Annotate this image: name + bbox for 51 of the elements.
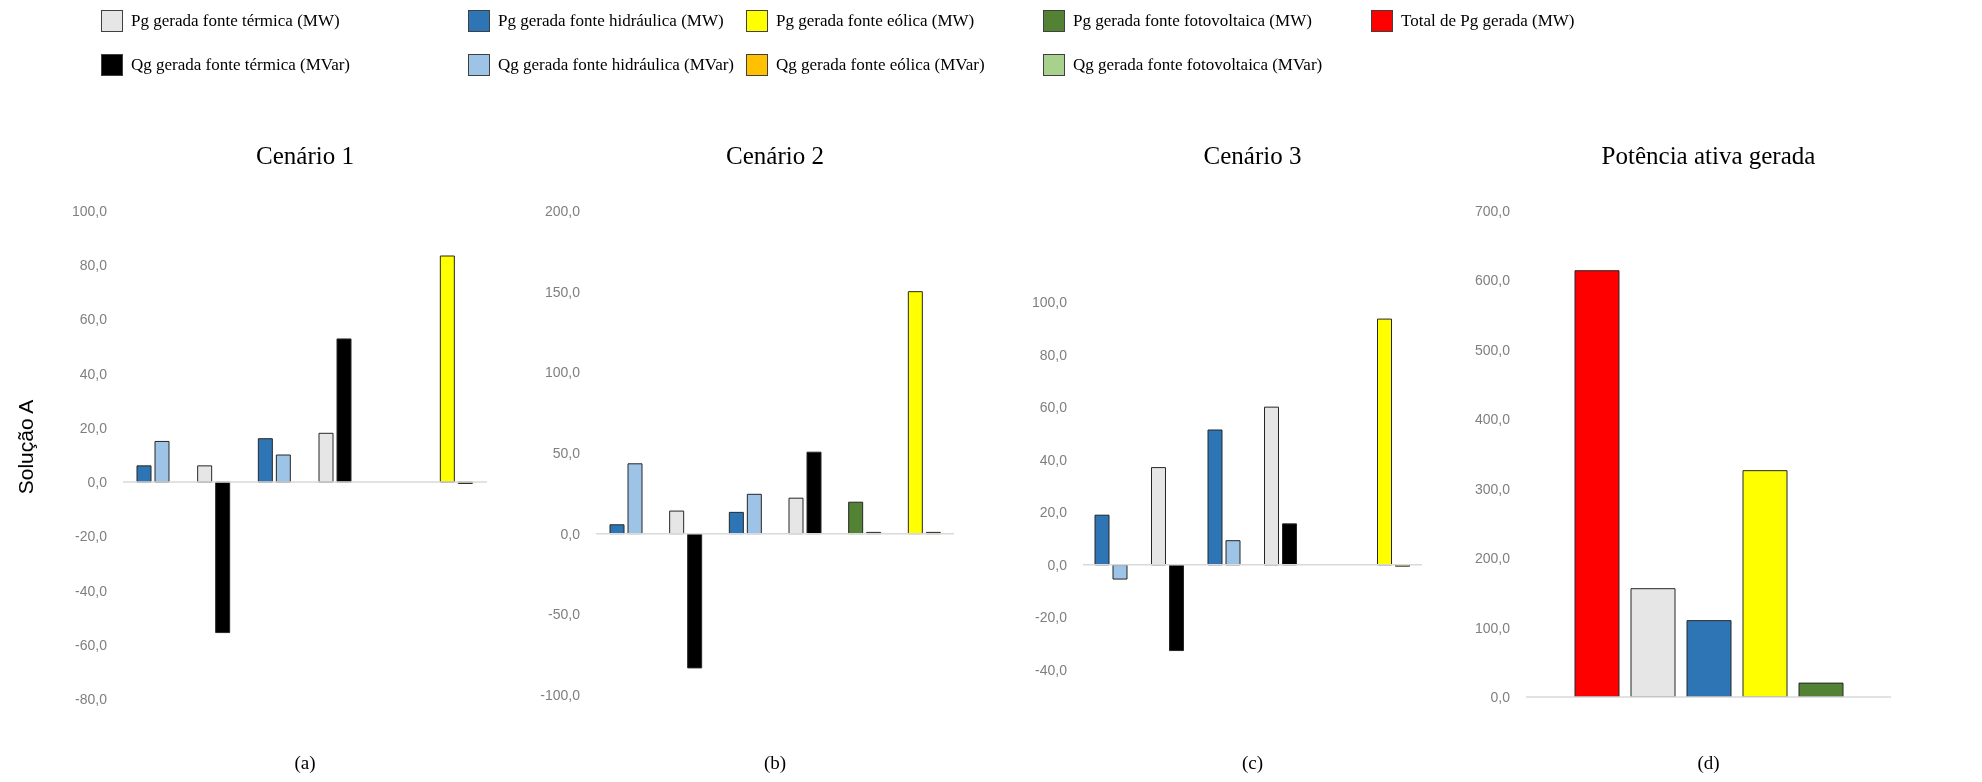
y-tick-label: 50,0 <box>552 444 581 461</box>
y-tick-label: 60,0 <box>1039 399 1068 416</box>
x-axis-title: (b) <box>762 752 788 774</box>
y-tick-label: 400,0 <box>1474 411 1511 428</box>
legend-label: Qg gerada fonte eólica (MVar) <box>776 55 985 75</box>
y-tick-label: -100,0 <box>540 686 581 703</box>
y-tick-label: 20,0 <box>1039 504 1068 521</box>
y-tick-label: 80,0 <box>1039 346 1068 363</box>
legend-label: Pg gerada fonte eólica (MW) <box>776 11 975 31</box>
y-tick-label: 600,0 <box>1474 272 1511 289</box>
y-tick-label: -20,0 <box>75 528 108 545</box>
y-tick-label: 100,0 <box>1031 293 1068 310</box>
y-tick-label: 80,0 <box>79 257 108 274</box>
y-tick-label: 40,0 <box>1039 451 1068 468</box>
y-tick-label: 0,0 <box>87 474 108 491</box>
y-tick-label: 20,0 <box>79 419 108 436</box>
chart-title: Cenário 3 <box>1202 142 1303 170</box>
x-axis-title: (a) <box>293 752 317 774</box>
legend-label: Pg gerada fonte térmica (MW) <box>131 11 340 31</box>
y-tick-label: 300,0 <box>1474 480 1511 497</box>
y-tick-label: 0,0 <box>560 525 581 542</box>
legend-label: Qg gerada fonte fotovoltaica (MVar) <box>1073 55 1323 75</box>
y-tick-label: 200,0 <box>1474 550 1511 567</box>
y-tick-label: 500,0 <box>1474 341 1511 358</box>
legend-label: Total de Pg gerada (MW) <box>1401 11 1575 31</box>
y-tick-label: -40,0 <box>75 582 108 599</box>
y-tick-label: 700,0 <box>1474 202 1511 219</box>
y-tick-label: 100,0 <box>544 364 581 381</box>
legend-label: Qg gerada fonte térmica (MVar) <box>131 55 351 75</box>
y-tick-label: -40,0 <box>1035 661 1068 678</box>
y-axis-title: Solução A <box>14 399 38 495</box>
y-tick-label: 100,0 <box>1474 619 1511 636</box>
y-tick-label: -60,0 <box>75 636 108 653</box>
y-tick-label: 150,0 <box>544 283 581 300</box>
legend-label: Pg gerada fonte hidráulica (MW) <box>498 11 724 31</box>
chart-title: Cenário 1 <box>255 142 355 170</box>
y-tick-label: 100,0 <box>71 202 108 219</box>
y-tick-label: -50,0 <box>548 606 581 623</box>
x-axis-title: (d) <box>1696 752 1721 774</box>
x-axis-title: (c) <box>1240 752 1265 774</box>
legend-label: Qg gerada fonte hidráulica (MVar) <box>498 55 735 75</box>
y-tick-label: 40,0 <box>79 365 108 382</box>
chart-title: Potência ativa gerada <box>1600 142 1817 170</box>
y-tick-label: -80,0 <box>75 690 108 707</box>
y-tick-label: 0,0 <box>1490 688 1511 705</box>
y-tick-label: 0,0 <box>1047 556 1068 573</box>
y-tick-label: 60,0 <box>79 311 108 328</box>
y-tick-label: 200,0 <box>544 202 581 219</box>
y-tick-label: -20,0 <box>1035 609 1068 626</box>
legend-label: Pg gerada fonte fotovoltaica (MW) <box>1073 11 1312 31</box>
chart-title: Cenário 2 <box>725 142 825 170</box>
